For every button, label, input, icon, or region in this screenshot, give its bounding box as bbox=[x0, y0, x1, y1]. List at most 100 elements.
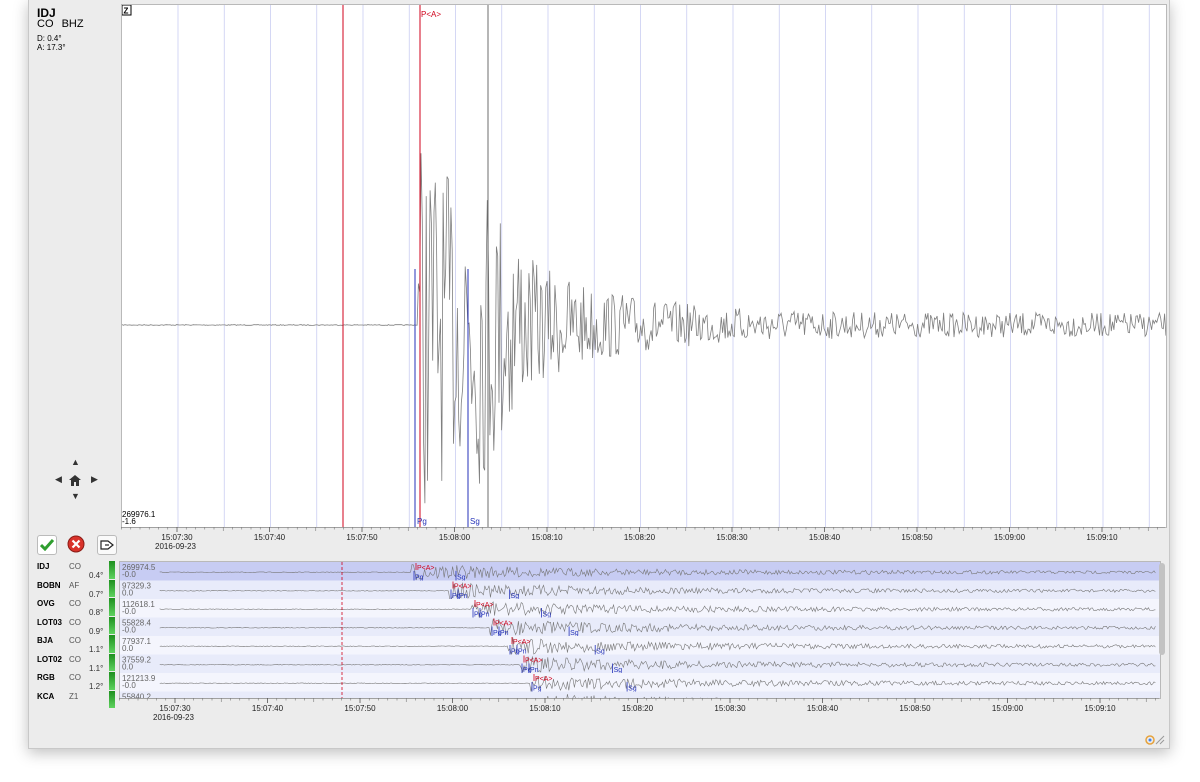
overview-trace-panel[interactable]: 269974.5 -0.0 P<A> Pg Sg 97329.3 0.0 P<A> Pg Pn Sg… bbox=[119, 561, 1161, 710]
row-pick-label: Pn bbox=[481, 612, 490, 619]
nav-right-icon[interactable]: ▶ bbox=[91, 474, 98, 484]
resize-grip-icon[interactable] bbox=[1153, 732, 1165, 745]
row-network: AF bbox=[69, 580, 80, 590]
overview-row[interactable] bbox=[120, 599, 1160, 618]
row-pick-label: Sg bbox=[543, 612, 552, 619]
activity-icon bbox=[1145, 732, 1155, 745]
row-amp-bottom: 0.0 bbox=[122, 589, 134, 598]
row-amp-bottom: -0.0 bbox=[122, 570, 136, 579]
overview-time-axis: 15:07:30 15:07:40 15:07:50 15:08:00 15:08:10… bbox=[119, 697, 1159, 724]
row-pick-label: Pn bbox=[518, 649, 527, 656]
row-distance: 1.1° bbox=[89, 663, 104, 673]
axis-tick-label: 15:08:30 bbox=[714, 704, 746, 713]
overview-row-label[interactable]: BJA CO 1.1° bbox=[33, 635, 115, 654]
overview-row-label[interactable]: LOT03 CO 0.9° bbox=[33, 616, 115, 636]
main-trace-view[interactable]: P<A> Pg Sg Z 269976.1 -1.6 bbox=[121, 4, 1167, 528]
row-distance: 1.1° bbox=[89, 645, 104, 654]
component-label: Z bbox=[124, 7, 129, 16]
row-distance: 0.9° bbox=[89, 626, 104, 636]
scrollbar-thumb[interactable] bbox=[1159, 563, 1165, 655]
row-pick-label: Sg bbox=[596, 649, 605, 656]
overview-row-label[interactable]: LOT02 CO 1.1° bbox=[33, 653, 115, 673]
splitter-handle[interactable] bbox=[595, 556, 603, 569]
row-network: CO bbox=[69, 636, 81, 645]
row-pick-label: Pg bbox=[415, 575, 424, 582]
checkmark-icon bbox=[40, 539, 54, 551]
row-pick-label: Pg bbox=[511, 649, 520, 656]
row-station: BOBN bbox=[37, 580, 61, 590]
sg-pick-label: Sg bbox=[470, 517, 480, 526]
axis-tick-label: 15:08:20 bbox=[622, 704, 654, 713]
overview-row[interactable] bbox=[120, 654, 1160, 674]
overview-waveform bbox=[159, 564, 1156, 581]
network-code: CO bbox=[37, 18, 54, 30]
row-quality-bar bbox=[109, 690, 115, 708]
overview-scrollbar[interactable] bbox=[1159, 563, 1165, 697]
row-amp-top: 97329.3 bbox=[122, 582, 151, 591]
axis-tick-label: 15:07:30 bbox=[159, 704, 191, 713]
row-amp-top: 121213.9 bbox=[122, 674, 156, 683]
axis-tick-label: 15:08:30 bbox=[716, 533, 748, 542]
row-pick-label: Sg bbox=[457, 575, 466, 582]
axis-tick-label: 15:08:00 bbox=[437, 704, 469, 713]
amplitude-bottom: -1.6 bbox=[122, 517, 136, 526]
row-amp-top: 55828.4 bbox=[122, 619, 151, 628]
row-quality-bar bbox=[109, 653, 115, 671]
row-pick-label: P<A> bbox=[525, 658, 543, 665]
accept-button[interactable] bbox=[37, 535, 57, 555]
row-quality-bar bbox=[109, 635, 115, 653]
nav-down-icon[interactable]: ▼ bbox=[71, 491, 80, 501]
overview-row[interactable] bbox=[120, 673, 1160, 692]
row-amp-bottom: -0.0 bbox=[122, 607, 136, 616]
row-amp-top: 77937.1 bbox=[122, 637, 151, 646]
row-pick-label: Sg bbox=[511, 593, 520, 600]
row-pick-label: Pn bbox=[530, 667, 539, 674]
axis-tick-label: 15:07:50 bbox=[344, 704, 376, 713]
overview-row-label[interactable]: BOBN AF 0.7° bbox=[33, 579, 115, 599]
row-pick-label: Pn bbox=[459, 593, 468, 600]
azimuth-readout: A: 17.3° bbox=[37, 43, 66, 52]
nav-left-icon[interactable]: ◀ bbox=[55, 474, 62, 484]
row-amp-bottom: 0.0 bbox=[122, 663, 134, 672]
network-channel: CO BHZ bbox=[37, 18, 84, 30]
axis-tick-label: 15:09:00 bbox=[992, 704, 1024, 713]
axis-tick-label: 15:07:40 bbox=[254, 533, 286, 542]
row-network: CO bbox=[69, 617, 81, 627]
reject-button[interactable] bbox=[67, 535, 85, 553]
axis-tick-label: 15:07:50 bbox=[346, 533, 378, 542]
pg-pick-label: Pg bbox=[417, 517, 427, 526]
row-pick-label: Pg bbox=[533, 686, 542, 693]
picker-window: IDJ CO BHZ D: 0.4° A: 17.3° ▲ ◀ ▶ ▼ P<A>… bbox=[28, 0, 1170, 749]
row-pick-label: Pg bbox=[452, 593, 461, 600]
row-station: RGB bbox=[37, 673, 55, 682]
overview-row[interactable] bbox=[120, 636, 1160, 655]
overview-row-label[interactable]: RGB CO 1.2° bbox=[33, 672, 115, 691]
row-pick-label: Sg bbox=[570, 630, 579, 637]
row-pick-label: P<A> bbox=[454, 584, 472, 591]
row-quality-bar bbox=[109, 561, 115, 579]
amplitude-top: 269976.1 bbox=[122, 510, 156, 519]
row-quality-bar bbox=[109, 616, 115, 634]
row-station: LOT03 bbox=[37, 617, 62, 627]
overview-row-label[interactable]: KCA Z1 bbox=[33, 690, 115, 710]
axis-tick-label: 15:07:30 bbox=[161, 533, 193, 542]
overview-row-label[interactable]: OVG CO 0.8° bbox=[33, 598, 115, 617]
row-distance: 0.4° bbox=[89, 571, 104, 580]
row-network: Z1 bbox=[69, 691, 79, 701]
apply-button[interactable] bbox=[97, 535, 117, 555]
overview-waveform bbox=[159, 656, 1156, 673]
nav-home-icon[interactable] bbox=[69, 473, 81, 491]
axis-tick-label: 15:09:10 bbox=[1086, 533, 1118, 542]
row-pick-label: P<A> bbox=[513, 639, 531, 646]
nav-up-icon[interactable]: ▲ bbox=[71, 457, 80, 467]
row-station: OVG bbox=[37, 599, 55, 608]
station-metrics: D: 0.4° A: 17.3° bbox=[37, 34, 66, 52]
row-pick-label: P<A> bbox=[417, 565, 435, 572]
overview-station-labels: IDJ CO 0.4° BOBN AF 0.7° OVG CO 0.8° LOT03 CO 0.9° B… bbox=[33, 561, 115, 708]
overview-row[interactable] bbox=[120, 617, 1160, 637]
overview-row[interactable] bbox=[120, 580, 1160, 600]
axis-tick-label: 15:08:40 bbox=[807, 704, 839, 713]
reject-icon bbox=[67, 535, 85, 553]
overview-row-label[interactable]: IDJ CO 0.4° bbox=[33, 561, 115, 580]
main-time-axis: 15:07:30 15:07:40 15:07:50 15:08:00 15:08:10… bbox=[121, 526, 1165, 553]
